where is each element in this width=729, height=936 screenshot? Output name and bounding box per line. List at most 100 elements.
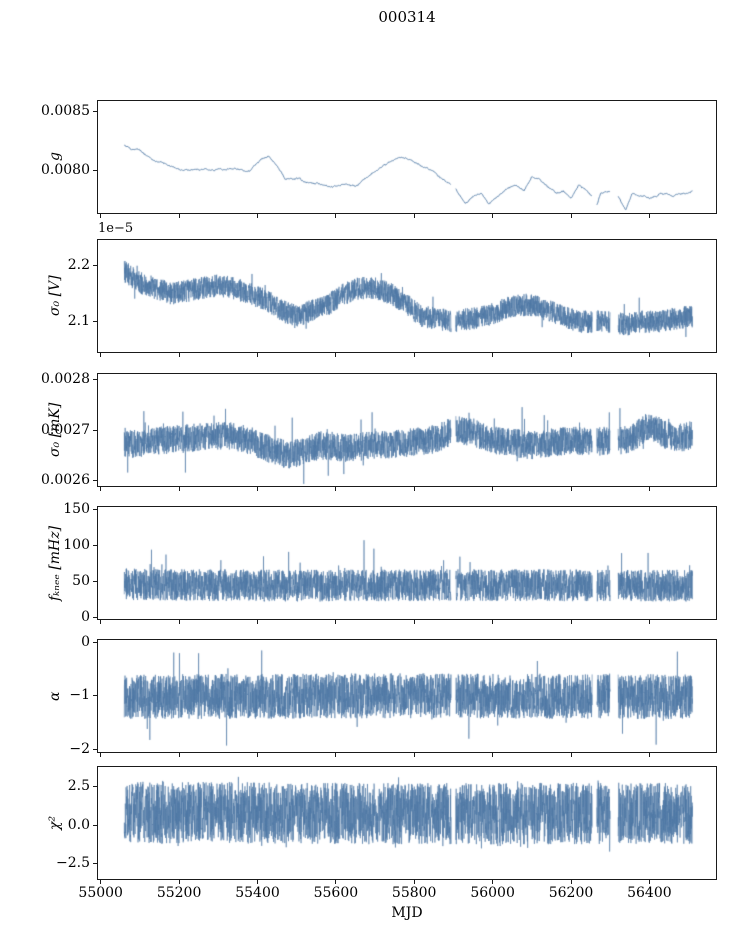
plot-canvas-g bbox=[98, 101, 716, 213]
y-tick-mark bbox=[93, 321, 97, 323]
x-axis-label: MJD bbox=[391, 905, 423, 921]
offset-text: 1e−5 bbox=[98, 221, 134, 236]
x-tick-mark bbox=[570, 880, 572, 884]
x-tick-mark bbox=[492, 753, 494, 757]
x-tick-label: 55800 bbox=[391, 885, 437, 901]
figure-title: 000314 bbox=[378, 8, 436, 26]
x-tick-mark bbox=[335, 487, 337, 491]
y-axis-label-sigma0-mK: σ₀ [mK] bbox=[47, 402, 63, 458]
x-tick-mark bbox=[648, 214, 650, 218]
y-tick-label: 50 bbox=[72, 572, 90, 589]
y-tick-mark bbox=[93, 748, 97, 750]
y-tick-label: 0.0085 bbox=[41, 103, 90, 120]
y-axis-label-sigma0-V: σ₀ [V] bbox=[47, 275, 63, 317]
x-tick-mark bbox=[413, 353, 415, 357]
y-tick-label: −2 bbox=[69, 740, 90, 757]
y-tick-label: 0 bbox=[81, 633, 90, 650]
x-tick-mark bbox=[100, 214, 102, 218]
plot-canvas-fknee bbox=[98, 507, 716, 619]
plot-canvas-chi2 bbox=[98, 767, 716, 879]
x-tick-mark bbox=[100, 620, 102, 624]
y-tick-mark bbox=[93, 170, 97, 172]
subplot-sigma0-mK bbox=[97, 373, 717, 487]
x-tick-mark bbox=[413, 214, 415, 218]
y-tick-label: 0.0080 bbox=[41, 162, 90, 179]
subplot-alpha bbox=[97, 639, 717, 753]
y-tick-mark bbox=[93, 480, 97, 482]
x-tick-mark bbox=[492, 214, 494, 218]
y-tick-mark bbox=[93, 378, 97, 380]
y-tick-mark bbox=[93, 641, 97, 643]
x-tick-mark bbox=[257, 753, 258, 757]
y-axis-label-fknee: fₖₙₑₑ [mHz] bbox=[47, 525, 63, 601]
y-tick-mark bbox=[93, 863, 97, 865]
y-tick-mark bbox=[93, 111, 97, 113]
x-tick-label: 55200 bbox=[156, 885, 202, 901]
plot-canvas-sigma0-mK bbox=[98, 374, 716, 486]
x-tick-mark bbox=[413, 487, 415, 491]
x-tick-mark bbox=[335, 353, 337, 357]
y-tick-mark bbox=[93, 580, 97, 582]
x-tick-mark bbox=[570, 620, 572, 624]
x-tick-mark bbox=[178, 353, 180, 357]
y-tick-mark bbox=[93, 429, 97, 431]
y-tick-label: 0.0027 bbox=[41, 421, 90, 438]
x-tick-mark bbox=[100, 487, 102, 491]
x-tick-mark bbox=[648, 753, 650, 757]
x-tick-mark bbox=[335, 620, 337, 624]
y-tick-mark bbox=[93, 695, 97, 697]
x-tick-mark bbox=[492, 620, 494, 624]
y-tick-label: 0 bbox=[81, 609, 90, 626]
subplot-sigma0-V bbox=[97, 239, 717, 353]
x-tick-label: 56000 bbox=[470, 885, 515, 901]
y-tick-mark bbox=[93, 617, 97, 619]
y-tick-label: −2.5 bbox=[56, 855, 90, 872]
x-tick-mark bbox=[178, 880, 180, 884]
y-tick-label: 2.1 bbox=[67, 313, 90, 330]
subplot-chi2 bbox=[97, 766, 717, 880]
x-tick-mark bbox=[413, 620, 415, 624]
x-tick-label: 55000 bbox=[78, 885, 123, 901]
y-tick-label: 0.0 bbox=[67, 816, 90, 833]
x-tick-mark bbox=[335, 753, 337, 757]
y-tick-mark bbox=[93, 824, 97, 826]
x-tick-mark bbox=[257, 880, 258, 884]
x-tick-mark bbox=[570, 214, 572, 218]
y-axis-label-alpha: α bbox=[47, 691, 63, 701]
y-axis-label-g: g bbox=[47, 152, 63, 162]
plot-canvas-sigma0-V bbox=[98, 240, 716, 352]
x-tick-mark bbox=[100, 880, 102, 884]
x-tick-mark bbox=[570, 487, 572, 491]
x-tick-label: 56400 bbox=[627, 885, 672, 901]
x-tick-label: 55400 bbox=[235, 885, 280, 901]
plot-canvas-alpha bbox=[98, 640, 716, 752]
x-tick-label: 56200 bbox=[548, 885, 594, 901]
y-tick-mark bbox=[93, 544, 97, 546]
y-tick-mark bbox=[93, 265, 97, 267]
y-tick-label: 150 bbox=[63, 500, 90, 517]
x-tick-mark bbox=[413, 753, 415, 757]
x-tick-mark bbox=[257, 620, 258, 624]
y-tick-label: 0.0028 bbox=[41, 370, 90, 387]
x-tick-mark bbox=[570, 753, 572, 757]
y-tick-label: 2.2 bbox=[67, 257, 90, 274]
x-tick-mark bbox=[648, 487, 650, 491]
y-tick-label: 0.0026 bbox=[41, 472, 90, 489]
x-tick-mark bbox=[492, 880, 494, 884]
x-tick-mark bbox=[648, 880, 650, 884]
x-tick-mark bbox=[257, 487, 258, 491]
x-tick-mark bbox=[178, 487, 180, 491]
subplot-fknee bbox=[97, 506, 717, 620]
x-tick-mark bbox=[257, 353, 258, 357]
x-tick-mark bbox=[178, 753, 180, 757]
x-tick-mark bbox=[335, 214, 337, 218]
x-tick-mark bbox=[257, 214, 258, 218]
x-tick-mark bbox=[570, 353, 572, 357]
y-axis-label-chi2: χ² bbox=[47, 815, 63, 831]
x-tick-mark bbox=[492, 353, 494, 357]
subplot-g bbox=[97, 100, 717, 214]
x-tick-mark bbox=[178, 620, 180, 624]
y-tick-mark bbox=[93, 508, 97, 510]
x-tick-mark bbox=[413, 880, 415, 884]
